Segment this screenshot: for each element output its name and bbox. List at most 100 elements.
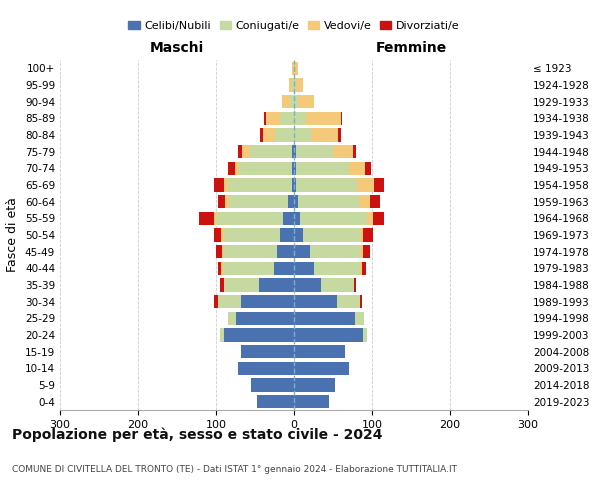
Bar (294, 145, 296, 158)
Bar (280, 228, 294, 241)
Bar (322, 278, 354, 291)
Bar (292, 62, 294, 75)
Text: COMUNE DI CIVITELLA DEL TRONTO (TE) - Dati ISTAT 1° gennaio 2024 - Elaborazione : COMUNE DI CIVITELLA DEL TRONTO (TE) - Da… (12, 465, 457, 474)
Bar (216, 245, 222, 258)
Bar (314, 262, 360, 275)
Bar (224, 278, 259, 291)
Bar (221, 262, 223, 275)
Bar (239, 162, 292, 175)
Bar (294, 212, 300, 225)
Bar (283, 212, 294, 225)
Bar (294, 62, 298, 75)
Bar (311, 128, 338, 141)
Bar (296, 78, 304, 92)
Bar (241, 345, 294, 358)
Bar (294, 362, 349, 375)
Bar (214, 295, 218, 308)
Bar (250, 145, 292, 158)
Bar (294, 95, 298, 108)
Bar (354, 278, 356, 291)
Bar (294, 128, 311, 141)
Bar (355, 312, 364, 325)
Bar (235, 162, 239, 175)
Bar (353, 145, 356, 158)
Bar (214, 212, 217, 225)
Bar (218, 195, 226, 208)
Bar (360, 262, 362, 275)
Bar (214, 178, 224, 192)
Bar (357, 178, 374, 192)
Bar (367, 212, 373, 225)
Bar (292, 145, 294, 158)
Bar (294, 328, 362, 342)
Bar (259, 278, 294, 291)
Bar (288, 195, 294, 208)
Bar (294, 262, 314, 275)
Legend: Celibi/Nubili, Coniugati/e, Vedovi/e, Divorziati/e: Celibi/Nubili, Coniugati/e, Vedovi/e, Di… (124, 16, 464, 36)
Bar (214, 228, 221, 241)
Bar (292, 162, 294, 175)
Bar (373, 212, 385, 225)
Bar (292, 78, 294, 92)
Bar (289, 78, 292, 92)
Bar (218, 262, 221, 275)
Bar (251, 378, 294, 392)
Bar (224, 328, 294, 342)
Bar (217, 212, 283, 225)
Bar (294, 162, 296, 175)
Bar (359, 228, 364, 241)
Bar (277, 245, 294, 258)
Bar (199, 212, 214, 225)
Bar (226, 195, 229, 208)
Bar (374, 178, 384, 192)
Bar (294, 345, 344, 358)
Bar (229, 195, 288, 208)
Bar (294, 195, 298, 208)
Bar (341, 112, 343, 125)
Bar (218, 295, 241, 308)
Bar (238, 145, 242, 158)
Bar (223, 262, 274, 275)
Bar (296, 145, 333, 158)
Bar (294, 395, 329, 408)
Bar (338, 128, 341, 141)
Bar (263, 128, 275, 141)
Bar (294, 178, 296, 192)
Bar (222, 245, 224, 258)
Bar (337, 295, 360, 308)
Text: Maschi: Maschi (150, 41, 204, 55)
Bar (275, 128, 294, 141)
Bar (228, 178, 292, 192)
Bar (238, 362, 294, 375)
Bar (228, 312, 235, 325)
Bar (260, 128, 263, 141)
Text: Femmine: Femmine (376, 41, 446, 55)
Bar (257, 395, 294, 408)
Bar (360, 245, 362, 258)
Text: Popolazione per età, sesso e stato civile - 2024: Popolazione per età, sesso e stato civil… (12, 428, 383, 442)
Bar (292, 178, 294, 192)
Bar (362, 245, 370, 258)
Bar (349, 162, 365, 175)
Bar (333, 145, 353, 158)
Bar (290, 95, 294, 108)
Y-axis label: Fasce di età: Fasce di età (7, 198, 19, 272)
Bar (296, 178, 357, 192)
Bar (362, 328, 367, 342)
Bar (310, 245, 360, 258)
Bar (241, 295, 294, 308)
Bar (364, 228, 373, 241)
Bar (220, 328, 224, 342)
Bar (298, 95, 314, 108)
Bar (298, 195, 359, 208)
Bar (362, 262, 366, 275)
Bar (229, 162, 235, 175)
Bar (294, 312, 355, 325)
Bar (294, 228, 304, 241)
Bar (235, 312, 294, 325)
Bar (294, 295, 337, 308)
Bar (360, 295, 362, 308)
Bar (266, 112, 280, 125)
Bar (359, 195, 370, 208)
Bar (224, 228, 280, 241)
